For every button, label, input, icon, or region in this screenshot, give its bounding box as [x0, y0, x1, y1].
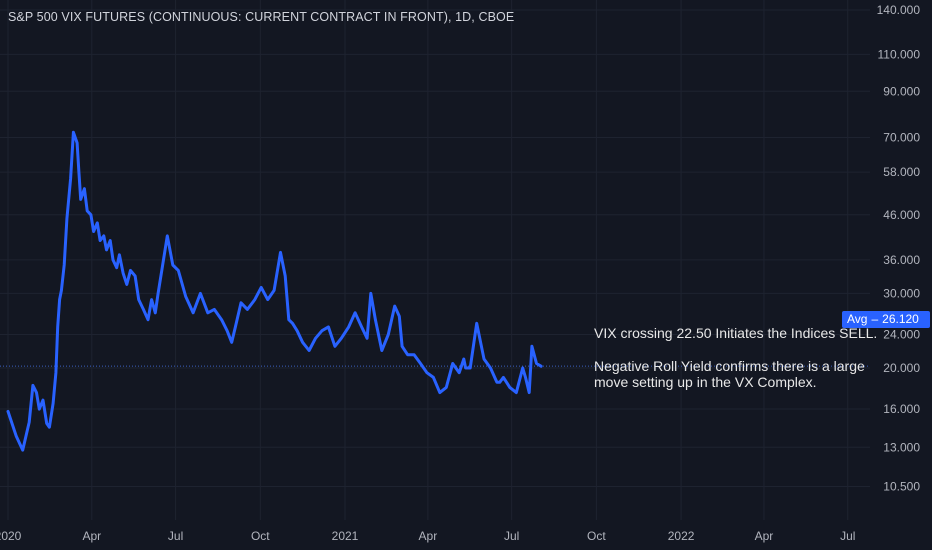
- y-tick-label: 24.000: [883, 327, 920, 341]
- x-tick-label: Apr: [755, 529, 774, 543]
- x-tick-label: Apr: [82, 529, 101, 543]
- x-tick-label: Jul: [504, 529, 519, 543]
- y-tick-label: 90.000: [883, 84, 920, 98]
- y-tick-label: 110.000: [878, 47, 921, 61]
- grid-lines: [0, 0, 870, 520]
- series-layer: [6, 130, 543, 452]
- annotation-line-1[interactable]: VIX crossing 22.50 Initiates the Indices…: [594, 325, 878, 341]
- x-tick-label: 2022: [668, 529, 695, 543]
- annotation-line-3[interactable]: move setting up in the VX Complex.: [594, 374, 817, 390]
- y-tick-label: 58.000: [883, 165, 920, 179]
- annotation-line-2[interactable]: Negative Roll Yield confirms there is a …: [594, 358, 865, 374]
- x-tick-label: 2020: [0, 529, 22, 543]
- x-tick-label: Jul: [840, 529, 855, 543]
- y-tick-label: 140.000: [877, 3, 921, 17]
- average-label-value: 26.120: [882, 312, 919, 326]
- y-tick-label: 10.500: [883, 480, 920, 494]
- y-tick-label: 16.000: [883, 402, 920, 416]
- x-tick-label: 2021: [332, 529, 359, 543]
- x-tick-label: Apr: [419, 529, 438, 543]
- average-price-label[interactable]: Avg –26.120: [842, 311, 930, 328]
- y-tick-label: 36.000: [883, 253, 920, 267]
- y-tick-label: 46.000: [883, 208, 920, 222]
- average-label-separator: –: [871, 312, 879, 326]
- y-tick-label: 20.000: [883, 361, 920, 375]
- y-axis[interactable]: 140.000 110.000 90.000 70.000 58.000 46.000 36…: [877, 3, 921, 494]
- x-tick-label: Jul: [168, 529, 183, 543]
- x-tick-label: Oct: [587, 529, 606, 543]
- y-tick-label: 70.000: [883, 131, 920, 145]
- chart-title: S&P 500 VIX FUTURES (CONTINUOUS: CURRENT…: [8, 10, 515, 24]
- x-axis[interactable]: 2020 Apr Jul Oct 2021 Apr Jul Oct 2022 Apr Jul: [0, 529, 855, 543]
- average-label-text: Avg: [847, 312, 868, 326]
- y-tick-label: 30.000: [883, 286, 920, 300]
- y-tick-label: 13.000: [883, 440, 920, 454]
- x-tick-label: Oct: [251, 529, 270, 543]
- vix-futures-line[interactable]: [6, 130, 543, 452]
